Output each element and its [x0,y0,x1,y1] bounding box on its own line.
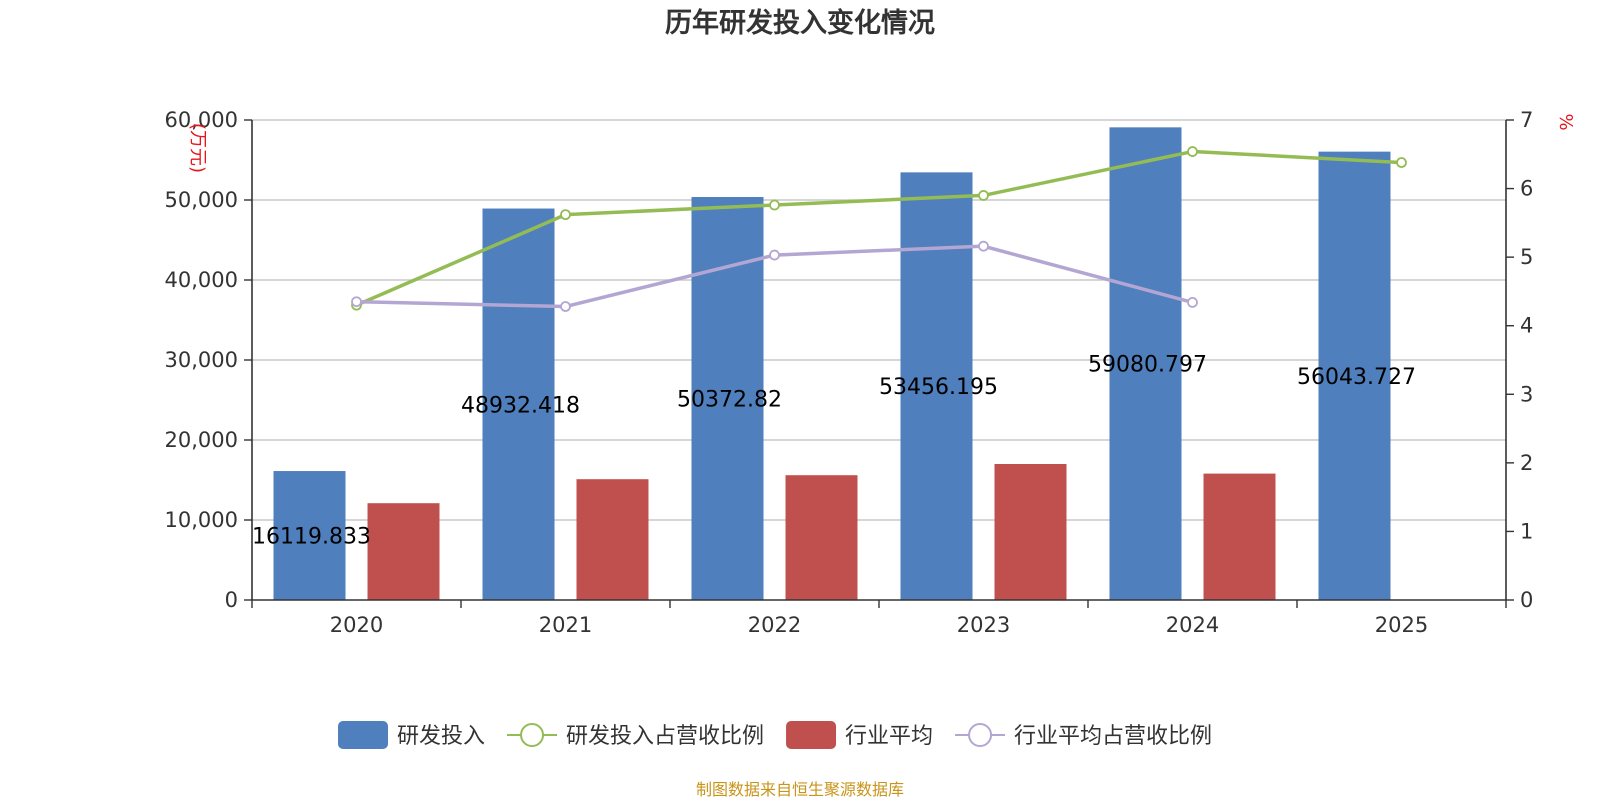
legend-swatch [786,721,837,749]
x-axis-tick-label: 2022 [748,613,801,637]
legend-swatch [338,721,388,749]
source-note: 制图数据来自恒生聚源数据库 [696,780,904,799]
line-point [1396,157,1407,168]
data-labels: 16119.833 48932.418 50372.82 53456.195 59080… [252,353,1416,550]
legend-label: 行业平均占营收比例 [1014,724,1212,749]
bar [273,471,346,600]
right-axis-tick-label: 3 [1520,382,1533,406]
bar [576,479,649,600]
line-point [560,209,571,221]
bar-marks [273,127,1391,600]
bar [367,503,440,600]
series-line [355,149,1402,307]
legend-swatch-marker [520,723,545,747]
line-point [769,249,780,261]
legend-swatch-marker [968,723,993,747]
axes: 0 10,000 20,000 30,000 40,000 50,000 60,000 0 1 2… [165,108,1534,637]
bar-data-label: 16119.833 [252,525,371,550]
right-axis-tick-label: 5 [1520,245,1533,269]
line-point [978,240,989,252]
right-axis-tick-label: 6 [1520,177,1533,201]
legend-label: 行业平均 [845,724,933,749]
left-axis-unit: (万元) [187,123,208,173]
x-axis-tick-label: 2021 [539,613,592,637]
bar-data-label: 50372.82 [677,388,782,413]
line-point [769,199,780,211]
line-point [1187,296,1198,308]
x-axis-tick-label: 2020 [330,613,383,637]
bar [691,197,764,600]
left-axis-tick-label: 50,000 [165,188,238,212]
bar [994,464,1067,600]
line-marks [351,146,1407,312]
bar [900,172,973,600]
legend-label: 研发投入 [397,724,485,749]
x-axis-tick-label: 2024 [1166,613,1219,637]
right-axis-tick-label: 7 [1520,108,1533,132]
bar [1203,473,1276,600]
chart-title: 历年研发投入变化情况 [665,7,935,39]
left-axis-tick-label: 60,000 [165,108,238,132]
legend-label: 研发投入占营收比例 [566,724,764,749]
right-axis-tick-label: 4 [1520,314,1533,338]
right-axis-tick-label: 2 [1520,451,1533,475]
bar [1318,151,1391,600]
right-axis-unit: % [1555,113,1576,130]
left-axis-tick-label: 0 [225,588,238,612]
bar [1109,127,1182,600]
line-point [978,190,989,201]
bar-data-label: 59080.797 [1088,353,1207,378]
bar [482,208,555,600]
bar [785,475,858,600]
line-point [351,296,362,308]
right-axis-tick-label: 0 [1520,588,1533,612]
line-point [560,301,571,312]
bar-data-label: 48932.418 [461,393,580,418]
bar-data-label: 56043.727 [1297,365,1416,390]
legend: 研发投入 研发投入占营收比例 行业平均 行业平均占营收比例 [338,721,1212,749]
left-axis-tick-label: 30,000 [165,348,238,372]
bar-data-label: 53456.195 [879,375,998,400]
left-axis-tick-label: 20,000 [165,428,238,452]
line-point [1187,146,1198,157]
left-axis-tick-label: 10,000 [165,508,238,532]
gridlines [252,119,1506,521]
x-axis-tick-label: 2023 [957,613,1010,637]
right-axis-tick-label: 1 [1520,519,1533,543]
x-axis-tick-label: 2025 [1375,613,1428,637]
left-axis-tick-label: 40,000 [165,268,238,292]
